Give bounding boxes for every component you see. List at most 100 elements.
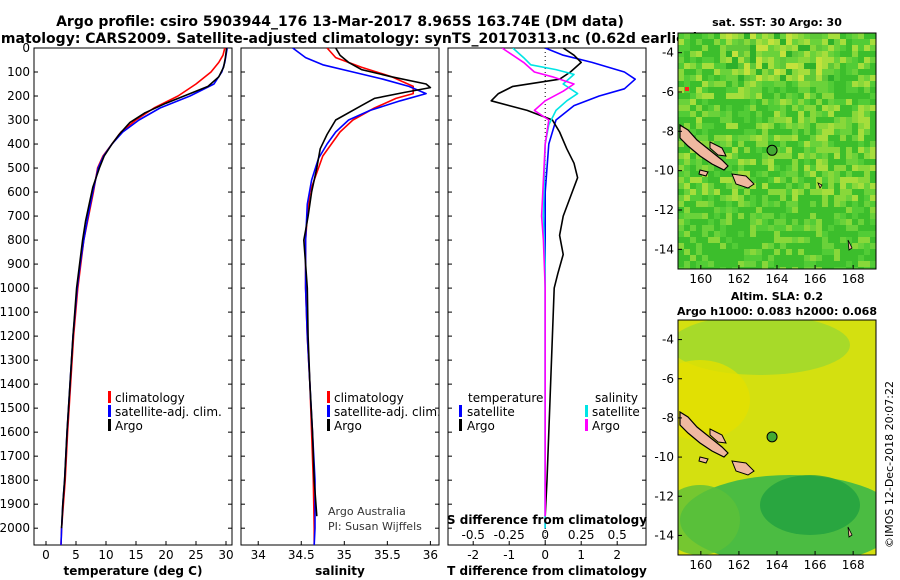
sst-cell	[744, 237, 750, 243]
sst-cell	[756, 93, 762, 99]
sst-cell	[834, 165, 840, 171]
sst-cell	[744, 147, 750, 153]
sst-cell	[834, 147, 840, 153]
sst-cell	[792, 123, 798, 129]
sst-cell	[816, 219, 822, 225]
map-y-tick-label: -4	[662, 46, 674, 60]
sst-cell	[804, 261, 810, 267]
sst-cell	[696, 261, 702, 267]
sst-cell	[720, 117, 726, 123]
sst-cell	[822, 165, 828, 171]
sst-cell	[750, 255, 756, 261]
sst-cell	[822, 93, 828, 99]
map-x-tick-label: 160	[689, 272, 712, 286]
sst-cell	[678, 231, 684, 237]
sst-cell	[798, 213, 804, 219]
sst-cell	[816, 267, 822, 269]
sst-cell	[762, 111, 768, 117]
sst-cell	[780, 129, 786, 135]
sst-cell	[780, 177, 786, 183]
difference-axis: -2 -1 0 1 2 -0.5 -0.25 0 0.25 0.5	[461, 48, 627, 562]
sst-cell	[744, 57, 750, 63]
sst-cell	[708, 57, 714, 63]
sst-cell	[720, 93, 726, 99]
legend-label-satellite: satellite-adj. clim.	[334, 405, 441, 419]
sst-cell	[846, 255, 852, 261]
sst-cell	[828, 147, 834, 153]
sst-cell	[678, 99, 684, 105]
s-difference-label: S difference from climatology	[447, 513, 647, 527]
sst-cell	[804, 201, 810, 207]
sst-cell	[684, 213, 690, 219]
sst-cell	[816, 141, 822, 147]
sst-cell	[762, 195, 768, 201]
sst-cell	[756, 219, 762, 225]
sst-cell	[684, 63, 690, 69]
sst-cell	[690, 117, 696, 123]
sst-cell	[744, 165, 750, 171]
sst-cell	[822, 261, 828, 267]
sst-cell	[834, 45, 840, 51]
sst-cell	[792, 189, 798, 195]
sst-cell	[696, 81, 702, 87]
sst-cell	[756, 69, 762, 75]
sst-cell	[744, 129, 750, 135]
sst-cell	[870, 93, 876, 99]
sst-cell	[774, 171, 780, 177]
sst-cell	[738, 99, 744, 105]
sst-cell	[774, 141, 780, 147]
sst-cell	[822, 63, 828, 69]
sst-cell	[792, 207, 798, 213]
sst-cell	[774, 237, 780, 243]
sst-cell	[786, 189, 792, 195]
sst-cell	[828, 225, 834, 231]
sst-cell	[714, 129, 720, 135]
sst-cell	[822, 153, 828, 159]
sst-cell	[816, 153, 822, 159]
sst-cell	[870, 243, 876, 249]
sst-cell	[738, 141, 744, 147]
sst-cell	[846, 183, 852, 189]
sst-cell	[870, 153, 876, 159]
sst-cell	[702, 225, 708, 231]
sst-cell	[864, 99, 870, 105]
sst-cell	[858, 111, 864, 117]
sst-cell	[822, 219, 828, 225]
sst-cell	[726, 63, 732, 69]
sst-cell	[726, 45, 732, 51]
sst-cell	[726, 69, 732, 75]
sst-cell	[858, 165, 864, 171]
sst-cell	[870, 129, 876, 135]
sst-cell	[786, 39, 792, 45]
sst-cell	[732, 87, 738, 93]
sst-cell	[756, 159, 762, 165]
sst-cell	[684, 183, 690, 189]
sst-cell	[750, 129, 756, 135]
s-tick-label: -0.25	[494, 528, 525, 542]
sst-cell	[744, 81, 750, 87]
sst-cell	[852, 195, 858, 201]
sst-cell	[870, 51, 876, 57]
sst-cell	[756, 189, 762, 195]
sst-cell	[720, 267, 726, 269]
sst-cell	[744, 117, 750, 123]
sst-cell	[744, 39, 750, 45]
sst-cell	[720, 183, 726, 189]
sst-cell	[714, 195, 720, 201]
sst-cell	[678, 195, 684, 201]
sst-cell	[870, 171, 876, 177]
sst-cell	[816, 129, 822, 135]
sst-cell	[804, 243, 810, 249]
x-tick-label: -1	[503, 548, 515, 562]
sst-cell	[696, 177, 702, 183]
sst-cell	[786, 165, 792, 171]
sst-cell	[786, 69, 792, 75]
difference-xlabel: T difference from climatology	[447, 564, 647, 578]
sst-cell	[798, 111, 804, 117]
sst-cell	[780, 105, 786, 111]
sst-cell	[834, 141, 840, 147]
sst-cell	[756, 171, 762, 177]
sst-cell	[678, 111, 684, 117]
sst-cell	[786, 147, 792, 153]
sst-cell	[828, 195, 834, 201]
